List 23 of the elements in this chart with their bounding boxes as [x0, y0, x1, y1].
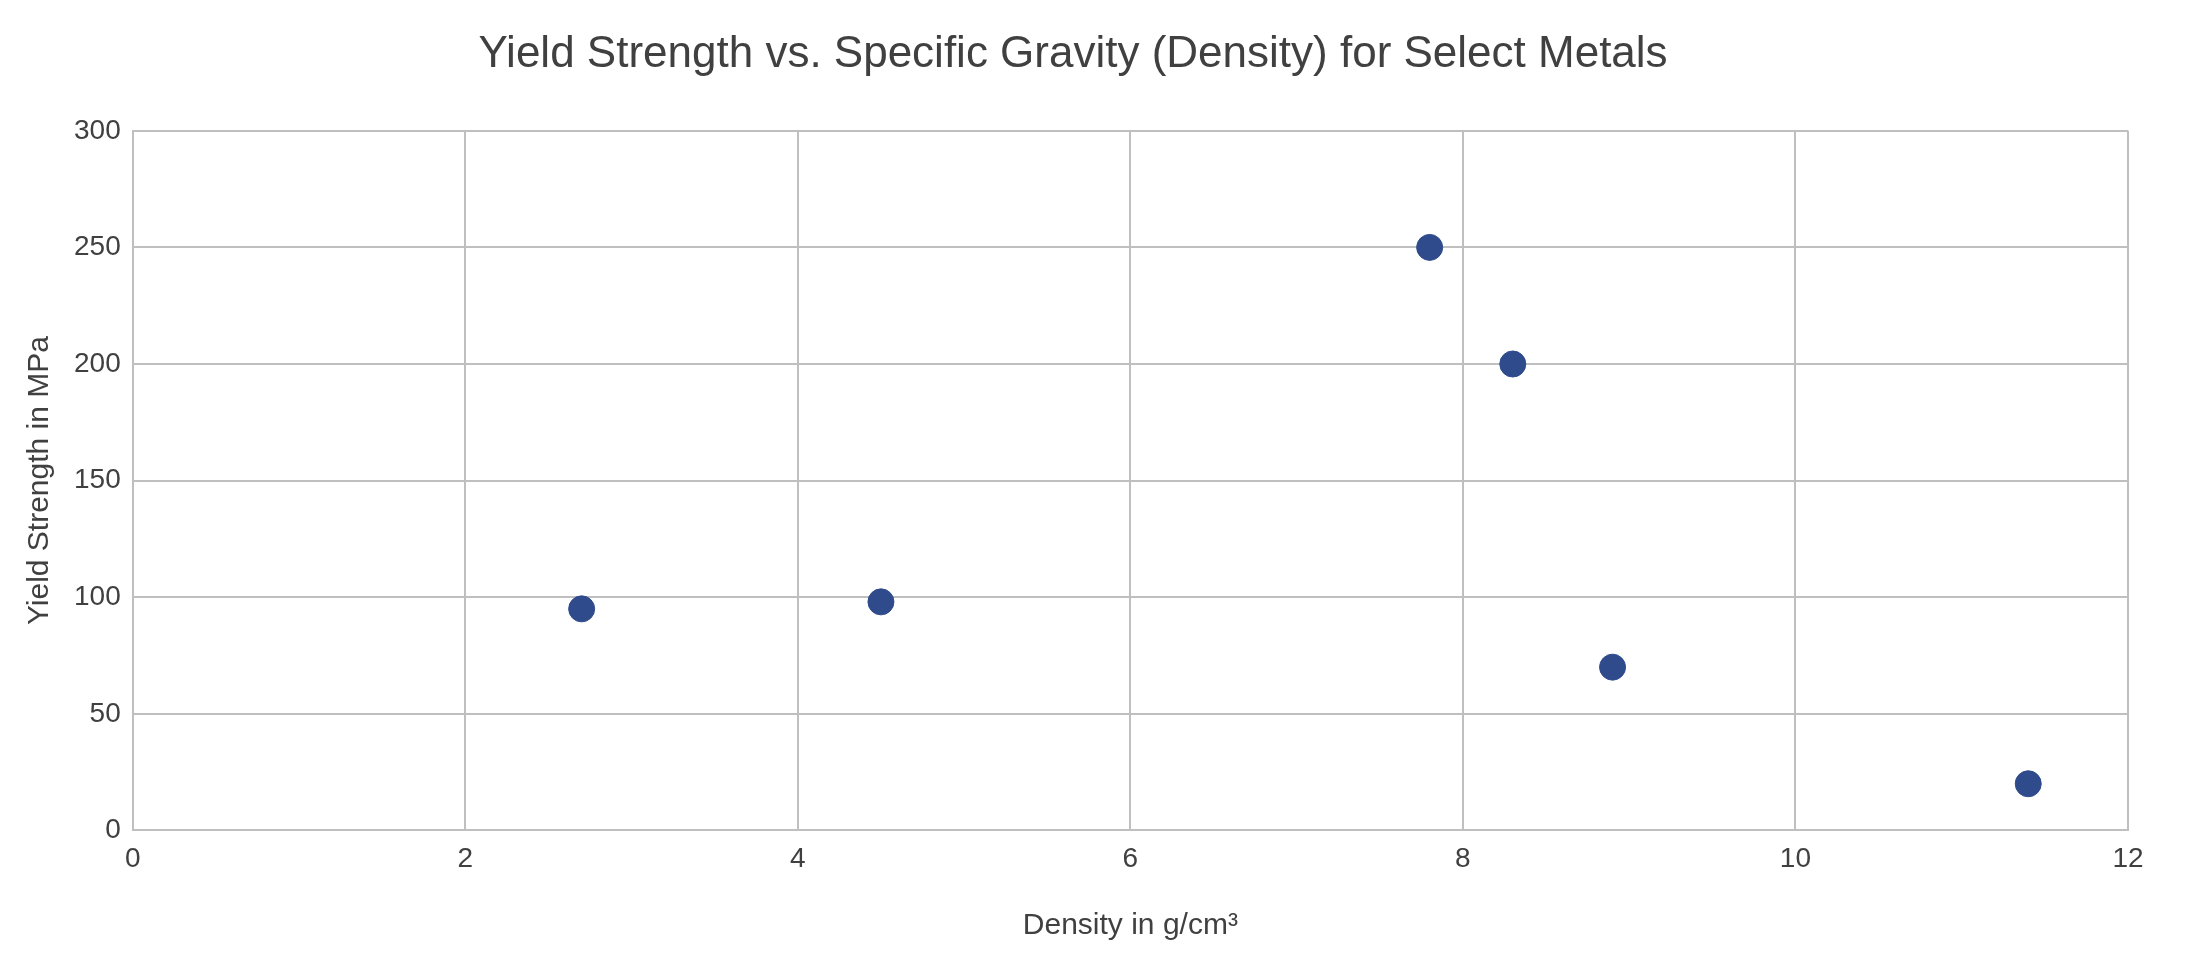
point: [1599, 653, 1627, 681]
x-tick-label: 10: [1779, 841, 1812, 873]
x-tick-label: 8: [1455, 841, 1471, 873]
x-tick-label: 2: [457, 841, 474, 873]
y-tick-label: 0: [105, 813, 121, 845]
x-tick-label: 4: [790, 841, 806, 873]
y-tick-label: 250: [74, 230, 121, 262]
chart-title: Yield Strength vs. Specific Gravity (Density) for Select Metals: [478, 26, 1668, 76]
point: [568, 595, 596, 623]
x-tick-label: 6: [1122, 841, 1139, 873]
y-axis-title: Yield Strength in MPa: [21, 335, 55, 626]
point: [867, 588, 895, 616]
y-tick-label: 100: [74, 579, 121, 611]
y-tick-label: 150: [74, 463, 121, 495]
point: [1499, 350, 1527, 378]
point: [1416, 233, 1444, 261]
x-tick-label: 0: [124, 841, 141, 873]
y-tick-label: 300: [74, 113, 121, 145]
y-tick-label: 200: [74, 346, 121, 378]
y-tick-label: 50: [89, 696, 121, 728]
x-tick-label: 12: [2112, 841, 2144, 873]
x-axis-title: Density in g/cm³: [1022, 907, 1238, 941]
point: [2014, 770, 2042, 798]
